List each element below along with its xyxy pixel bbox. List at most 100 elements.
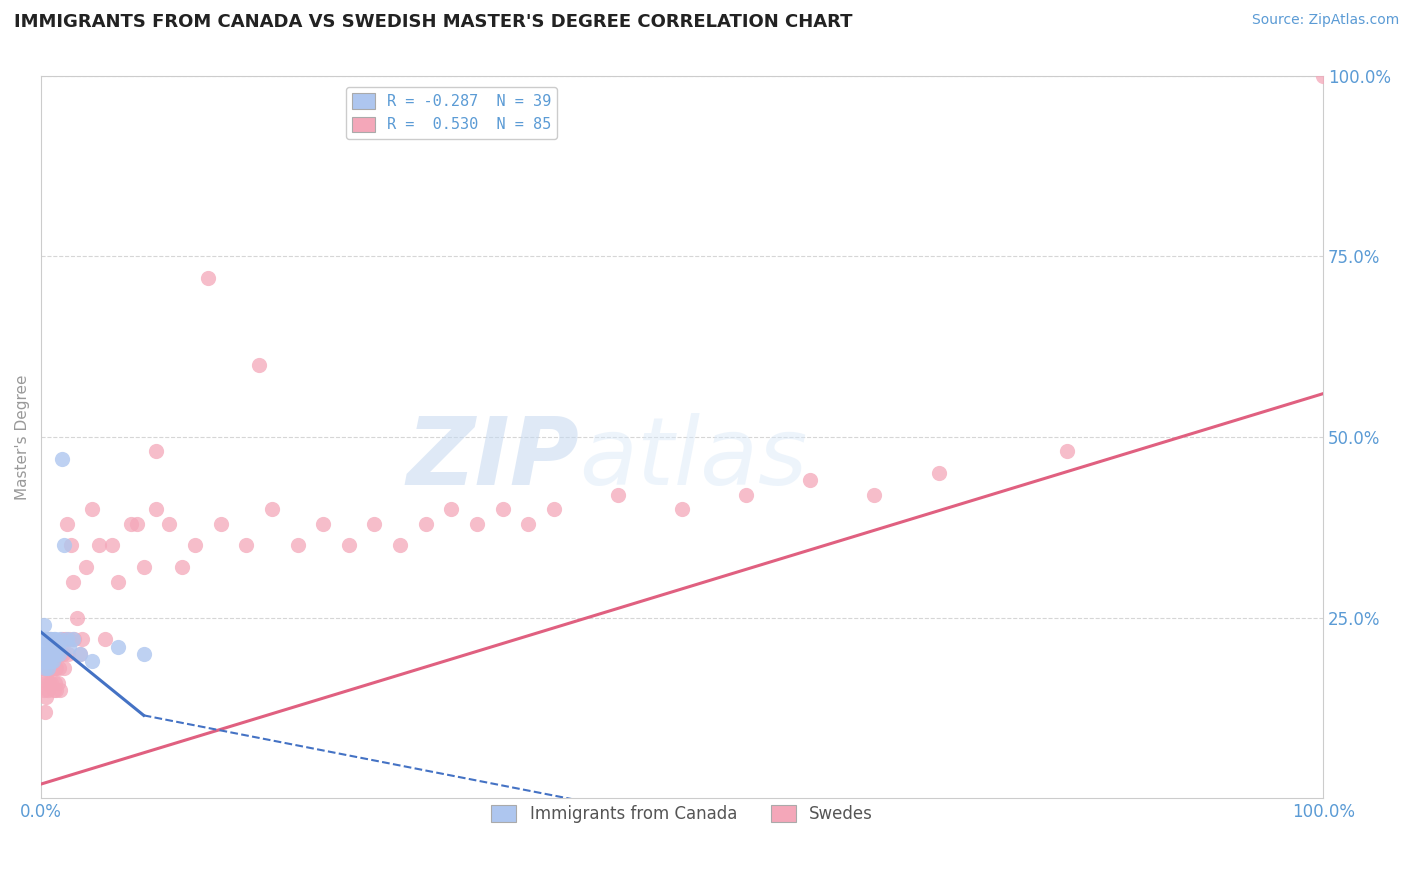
Point [55, 632, 77, 647]
Point [35, 668, 58, 682]
Point [363, 516, 385, 531]
Text: Source: ZipAtlas.com: Source: ZipAtlas.com [1251, 13, 1399, 28]
Point [35, 690, 58, 705]
Point [34, 705, 56, 719]
Point [37, 647, 59, 661]
Point [69, 647, 91, 661]
Point [260, 502, 283, 516]
Point [35, 632, 58, 647]
Point [31, 661, 53, 675]
Point [287, 538, 309, 552]
Point [1312, 69, 1334, 83]
Point [145, 502, 167, 516]
Point [32, 618, 55, 632]
Point [46, 675, 69, 690]
Point [543, 502, 565, 516]
Point [48, 661, 70, 675]
Point [44, 661, 66, 675]
Point [37, 661, 59, 675]
Point [58, 640, 80, 654]
Point [100, 538, 122, 552]
Point [34, 675, 56, 690]
Point [37, 647, 59, 661]
Point [337, 538, 360, 552]
Point [235, 538, 257, 552]
Point [32, 683, 55, 698]
Point [52, 647, 75, 661]
Point [197, 271, 219, 285]
Point [132, 647, 155, 661]
Point [39, 647, 62, 661]
Point [44, 675, 66, 690]
Point [132, 560, 155, 574]
Point [41, 647, 63, 661]
Point [120, 516, 142, 531]
Point [34, 661, 56, 675]
Point [312, 516, 335, 531]
Point [94, 632, 117, 647]
Point [41, 654, 63, 668]
Y-axis label: Master's Degree: Master's Degree [15, 375, 30, 500]
Point [82, 654, 104, 668]
Point [39, 640, 62, 654]
Point [440, 502, 463, 516]
Point [209, 516, 232, 531]
Point [39, 632, 62, 647]
Point [45, 647, 67, 661]
Point [32, 647, 55, 661]
Point [59, 538, 82, 552]
Point [671, 502, 693, 516]
Point [157, 516, 180, 531]
Point [107, 574, 129, 589]
Point [70, 632, 93, 647]
Point [38, 654, 60, 668]
Point [51, 632, 73, 647]
Point [38, 661, 60, 675]
Point [41, 647, 63, 661]
Point [34, 640, 56, 654]
Point [46, 640, 69, 654]
Point [38, 675, 60, 690]
Point [145, 444, 167, 458]
Point [63, 632, 86, 647]
Point [37, 640, 59, 654]
Point [415, 516, 437, 531]
Point [172, 560, 194, 574]
Point [37, 661, 59, 675]
Point [45, 683, 67, 698]
Point [465, 516, 488, 531]
Point [31, 647, 53, 661]
Point [37, 683, 59, 698]
Point [37, 632, 59, 647]
Point [44, 632, 66, 647]
Point [35, 647, 58, 661]
Point [41, 632, 63, 647]
Point [55, 516, 77, 531]
Point [35, 654, 58, 668]
Point [42, 632, 65, 647]
Point [32, 661, 55, 675]
Point [49, 647, 72, 661]
Point [82, 502, 104, 516]
Point [41, 647, 63, 661]
Point [62, 574, 84, 589]
Point [55, 632, 77, 647]
Point [66, 611, 89, 625]
Point [863, 488, 886, 502]
Point [38, 647, 60, 661]
Point [39, 632, 62, 647]
Point [41, 647, 63, 661]
Point [42, 647, 65, 661]
Point [39, 661, 62, 675]
Point [607, 488, 630, 502]
Point [41, 661, 63, 675]
Point [38, 647, 60, 661]
Point [107, 640, 129, 654]
Point [53, 661, 76, 675]
Legend: Immigrants from Canada, Swedes: Immigrants from Canada, Swedes [485, 798, 879, 830]
Point [87, 538, 110, 552]
Point [49, 632, 72, 647]
Point [48, 647, 70, 661]
Point [247, 358, 270, 372]
Point [42, 661, 65, 675]
